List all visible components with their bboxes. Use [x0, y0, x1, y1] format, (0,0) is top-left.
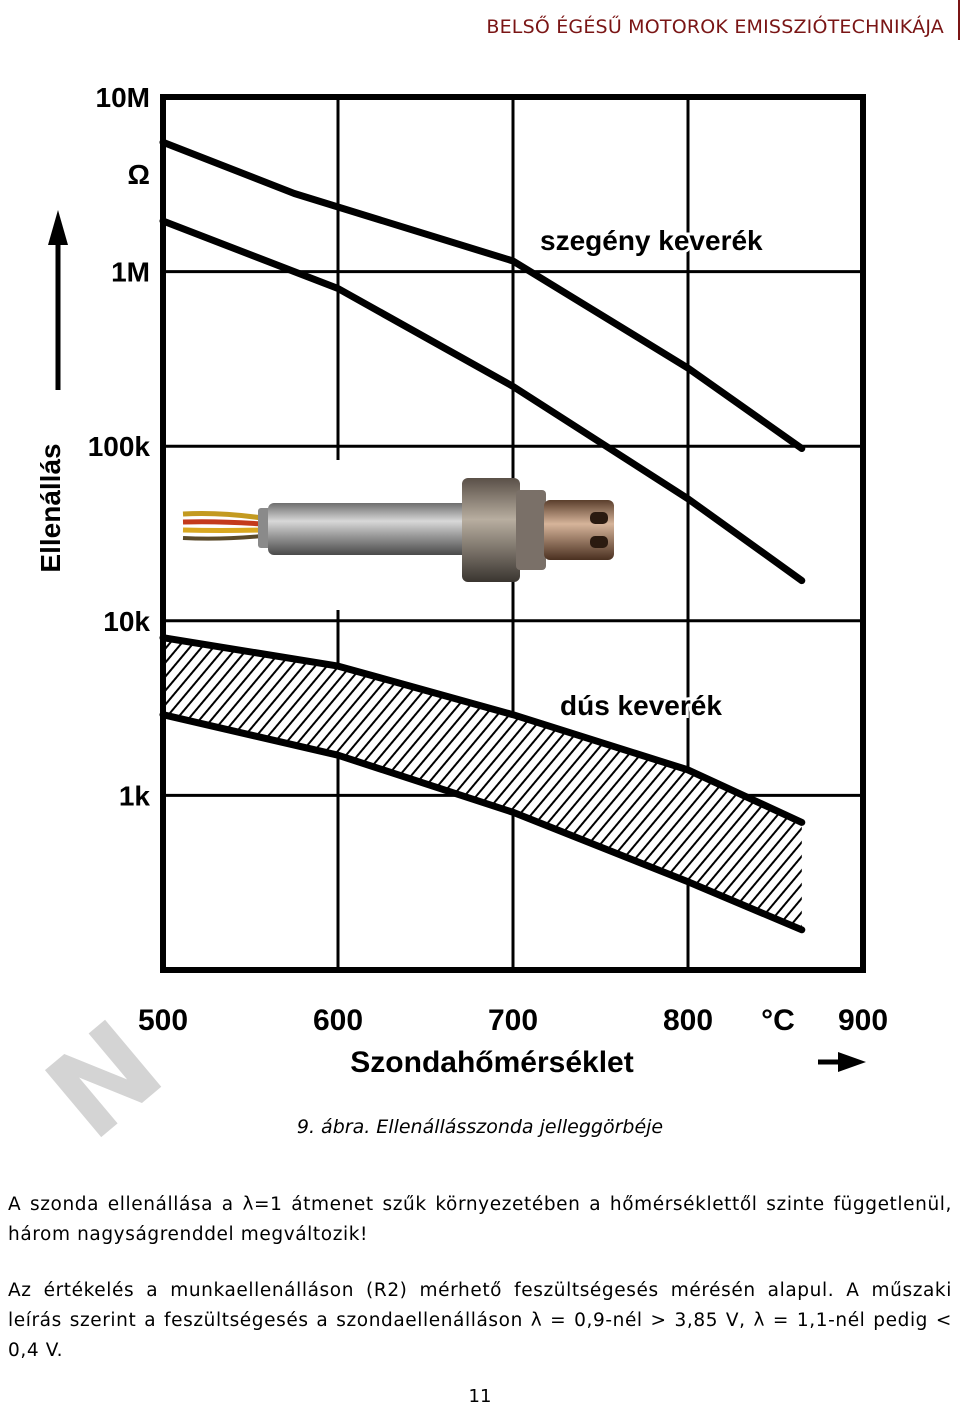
- y-tick-label: Ω: [128, 159, 150, 190]
- y-axis-arrow-icon: [48, 210, 68, 390]
- plot-frame: [160, 94, 866, 973]
- lean-mixture-label: szegény keverék: [540, 225, 763, 256]
- figure-caption: 9. ábra. Ellenállásszonda jelleggörbéje: [296, 1116, 664, 1138]
- header-rule: [958, 0, 960, 40]
- resistance-chart: 10M Ω 1M 100k 10k 1k 500 600 700 800 900 °C Ellená…: [35, 82, 888, 1079]
- rich-mixture-label: dús keverék: [560, 690, 722, 721]
- x-tick-label: 500: [138, 1004, 188, 1037]
- series-line-2: [159, 217, 806, 585]
- x-tick-label: 700: [488, 1004, 538, 1037]
- x-tick-label: 900: [838, 1004, 888, 1037]
- series-line-4: [159, 711, 806, 934]
- paragraph-2: Az értékelés a munkaellenálláson (R2) mé…: [8, 1280, 952, 1361]
- y-tick-label: 10M: [96, 82, 150, 113]
- y-axis-label: Ellenállás: [35, 443, 66, 572]
- series-line-3: [159, 634, 806, 826]
- x-axis-label: Szondahőmérséklet: [350, 1046, 633, 1079]
- paragraph-1: A szonda ellenállása a λ=1 átmenet szűk …: [8, 1194, 952, 1245]
- x-tick-label: 800: [663, 1004, 713, 1037]
- series-lines: [159, 138, 806, 934]
- lambda-sensor-photo: [176, 460, 614, 610]
- x-tick-labels: 500 600 700 800 900 °C: [138, 1004, 888, 1037]
- rich-band-area: [163, 637, 802, 930]
- x-tick-label: 600: [313, 1004, 363, 1037]
- y-tick-label: 1M: [111, 257, 150, 288]
- y-tick-labels: 10M Ω 1M 100k 10k 1k: [88, 82, 151, 811]
- page-number: 11: [468, 1386, 492, 1407]
- page-header: BELSŐ ÉGÉSŰ MOTOROK EMISSZIÓTECHNIKÁJA: [486, 16, 944, 38]
- x-unit-label: °C: [761, 1004, 795, 1037]
- x-axis-arrow-icon: [818, 1052, 866, 1072]
- y-tick-label: 100k: [88, 431, 151, 462]
- y-tick-label: 1k: [119, 780, 151, 811]
- y-tick-label: 10k: [103, 606, 150, 637]
- series-line-1: [159, 138, 806, 452]
- rich-band: [163, 637, 802, 930]
